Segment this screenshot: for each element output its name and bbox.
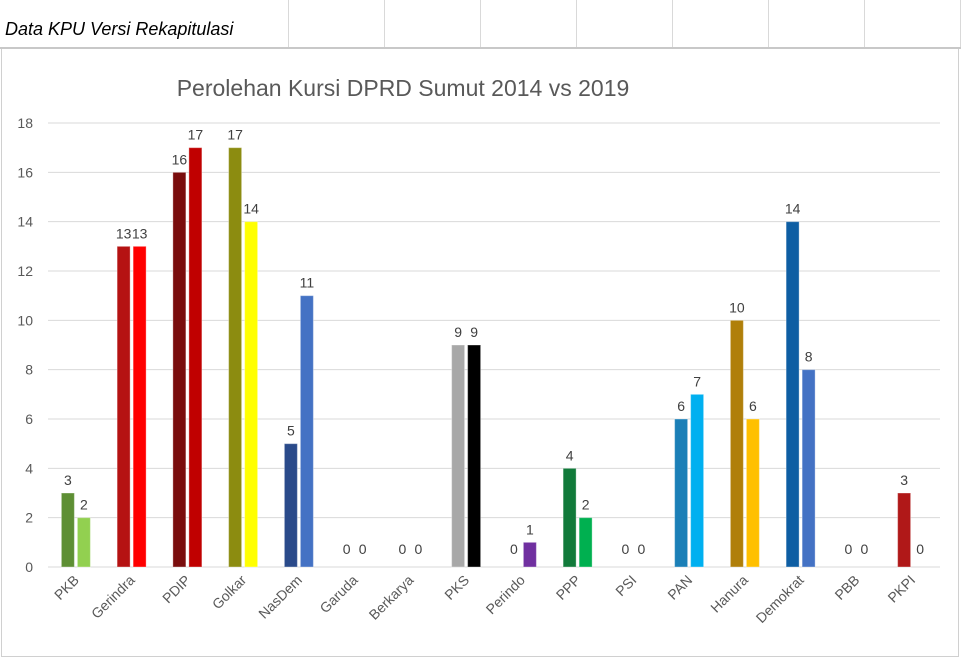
data-label: 11 [300, 275, 315, 291]
bar-2014[interactable] [562, 467, 577, 568]
bar-2019[interactable] [244, 221, 259, 568]
data-label: 9 [454, 324, 462, 340]
y-tick-label: 16 [17, 164, 33, 180]
sheet-cell[interactable] [0, 0, 289, 47]
data-label: 13 [132, 225, 148, 241]
x-tick-label: PBB [831, 572, 862, 603]
bar-2014[interactable] [897, 492, 912, 568]
data-label: 7 [693, 373, 701, 389]
y-tick-label: 0 [25, 559, 33, 575]
data-label: 2 [80, 497, 88, 513]
x-tick-label: PKPI [884, 572, 918, 606]
x-tick-label: PKB [51, 572, 82, 603]
x-tick-label: PAN [664, 572, 695, 603]
x-tick-label: Hanura [707, 572, 751, 616]
bar-2019[interactable] [299, 295, 314, 568]
data-label: 3 [900, 472, 908, 488]
sheet-cell[interactable] [769, 0, 865, 47]
data-label: 0 [398, 541, 406, 557]
x-tick-label: PDIP [159, 572, 193, 606]
y-tick-label: 6 [25, 411, 33, 427]
y-tick-label: 18 [17, 115, 33, 131]
data-label: 2 [582, 497, 590, 513]
bar-2019[interactable] [467, 344, 482, 568]
y-tick-label: 2 [25, 510, 33, 526]
data-label: 0 [510, 541, 518, 557]
data-label: 0 [621, 541, 629, 557]
data-label: 0 [414, 541, 422, 557]
x-tick-label: Golkar [209, 572, 250, 613]
data-label: 17 [188, 127, 204, 143]
bar-2014[interactable] [228, 147, 243, 568]
data-label: 13 [116, 225, 132, 241]
bar-2019[interactable] [522, 541, 537, 568]
bar-2019[interactable] [578, 517, 593, 568]
bar-2019[interactable] [188, 147, 203, 568]
x-tick-label: PKS [441, 572, 472, 603]
chart-frame[interactable] [1, 49, 959, 657]
sheet-header-row: Data KPU Versi Rekapitulasi [0, 0, 961, 49]
bar-2014[interactable] [451, 344, 466, 568]
data-label: 1 [526, 521, 534, 537]
x-tick-label: Demokrat [753, 572, 807, 626]
x-tick-label: PSI [612, 572, 639, 599]
data-label: 0 [637, 541, 645, 557]
bar-2019[interactable] [690, 393, 705, 568]
x-tick-label: Perindo [483, 572, 529, 618]
data-label: 0 [844, 541, 852, 557]
y-tick-label: 12 [17, 263, 33, 279]
y-tick-label: 8 [25, 362, 33, 378]
data-label: 6 [749, 398, 757, 414]
data-label: 5 [287, 423, 295, 439]
data-label: 8 [805, 349, 813, 365]
bar-2014[interactable] [674, 418, 689, 568]
data-label: 17 [227, 127, 243, 143]
x-tick-label: NasDem [255, 572, 305, 622]
bar-2019[interactable] [132, 245, 147, 568]
bar-2014[interactable] [60, 492, 75, 568]
y-tick-label: 10 [17, 312, 33, 328]
data-label: 0 [916, 541, 924, 557]
bar-2019[interactable] [745, 418, 760, 568]
sheet-cell[interactable] [481, 0, 577, 47]
sheet-cell[interactable] [673, 0, 769, 47]
data-label: 16 [172, 151, 188, 167]
bar-2019[interactable] [801, 369, 816, 568]
data-label: 3 [64, 472, 72, 488]
data-label: 14 [243, 201, 259, 217]
data-label: 14 [785, 201, 801, 217]
chart-title: Perolehan Kursi DPRD Sumut 2014 vs 2019 [177, 75, 630, 101]
sheet-cell[interactable] [577, 0, 673, 47]
x-tick-label: Gerindra [88, 572, 138, 622]
bar-2014[interactable] [729, 319, 744, 568]
x-tick-label: PPP [553, 572, 584, 603]
sheet-cell[interactable] [289, 0, 385, 47]
x-tick-label: Berkarya [366, 572, 417, 623]
data-label: 10 [729, 299, 745, 315]
bar-2014[interactable] [116, 245, 131, 568]
data-label: 0 [359, 541, 367, 557]
data-label: 0 [343, 541, 351, 557]
y-tick-label: 4 [25, 460, 33, 476]
data-label: 6 [677, 398, 685, 414]
sheet-title[interactable]: Data KPU Versi Rekapitulasi [5, 19, 234, 39]
y-tick-label: 14 [17, 214, 33, 230]
x-tick-label: Garuda [316, 572, 360, 616]
data-label: 9 [470, 324, 478, 340]
bar-2014[interactable] [172, 171, 187, 568]
data-label: 0 [860, 541, 868, 557]
bar-2014[interactable] [785, 221, 800, 568]
bar-2014[interactable] [283, 443, 298, 568]
bar-2019[interactable] [76, 517, 91, 568]
sheet-cell[interactable] [385, 0, 481, 47]
data-label: 4 [566, 447, 574, 463]
